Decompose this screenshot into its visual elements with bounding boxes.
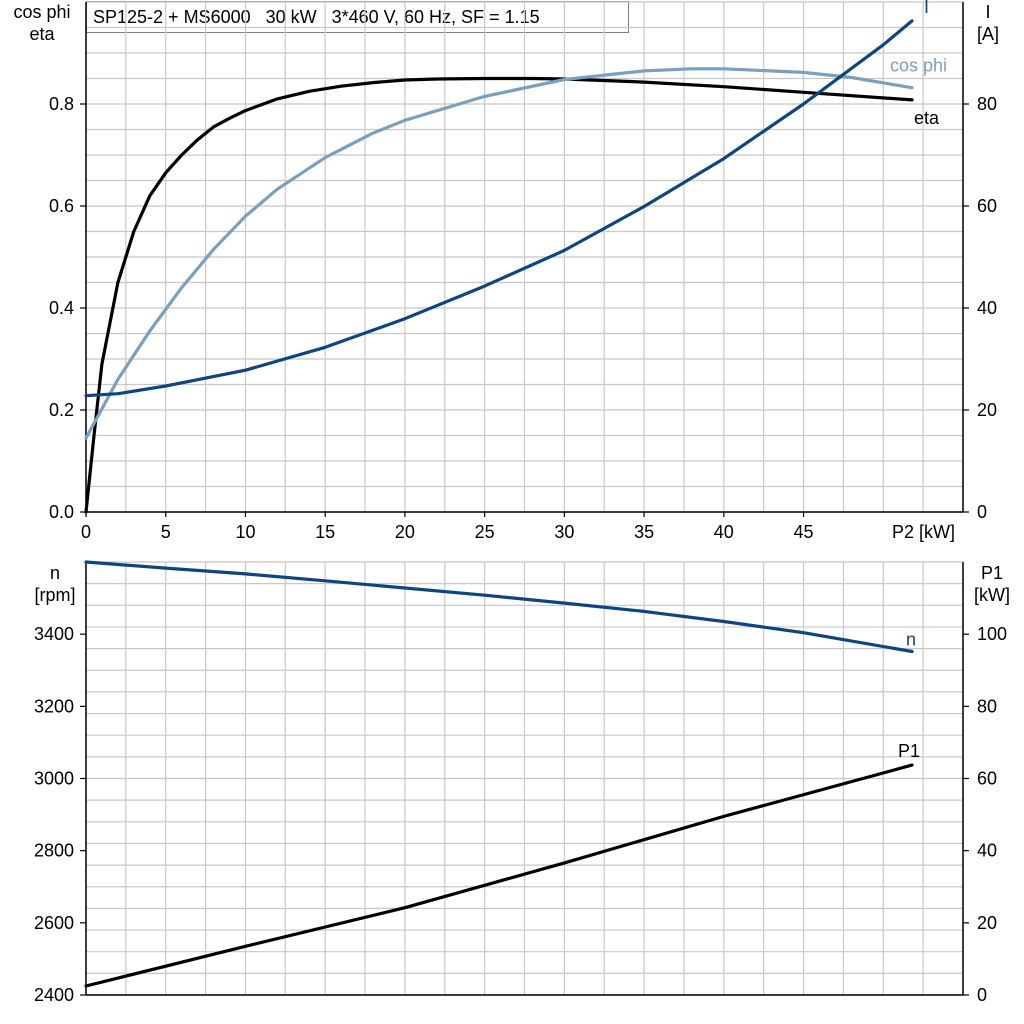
chart-title: SP125-2 + MS6000 30 kW 3*460 V, 60 Hz, S… <box>93 7 540 27</box>
left-axis-label: [rpm] <box>34 585 75 605</box>
x-tick-label: 15 <box>315 522 335 542</box>
right-tick-label: 20 <box>977 400 997 420</box>
x-tick-label: 40 <box>714 522 734 542</box>
left-tick-label: 0.0 <box>49 502 74 522</box>
left-axis-label: n <box>50 563 60 583</box>
right-tick-label: 40 <box>977 841 997 861</box>
x-tick-label: 20 <box>395 522 415 542</box>
series-label-eta: eta <box>914 108 940 128</box>
left-axis-label: cos phi <box>13 2 70 22</box>
series-line-p1 <box>84 763 914 988</box>
right-tick-label: 0 <box>977 985 987 1005</box>
right-tick-label: 20 <box>977 913 997 933</box>
series-line-eta <box>84 76 914 514</box>
right-axis-label: I <box>985 2 990 22</box>
x-tick-label: 35 <box>634 522 654 542</box>
left-tick-label: 3200 <box>34 696 74 716</box>
series-label-n: n <box>906 629 916 649</box>
left-tick-label: 2600 <box>34 913 74 933</box>
left-tick-label: 0.4 <box>49 298 74 318</box>
x-tick-label: 0 <box>81 522 91 542</box>
left-tick-label: 0.2 <box>49 400 74 420</box>
series-label-p1: P1 <box>898 741 920 761</box>
left-tick-label: 3000 <box>34 769 74 789</box>
right-axis-label: [kW] <box>974 585 1010 605</box>
left-tick-label: 2800 <box>34 841 74 861</box>
right-tick-label: 60 <box>977 769 997 789</box>
x-tick-label: 45 <box>794 522 814 542</box>
right-tick-label: 0 <box>977 502 987 522</box>
plot-1 <box>80 1 969 517</box>
series-line-n <box>84 560 914 654</box>
right-axis-label: [A] <box>977 24 999 44</box>
x-tick-label: 10 <box>235 522 255 542</box>
x-tick-label: 5 <box>161 522 171 542</box>
right-tick-label: 80 <box>977 696 997 716</box>
left-tick-label: 0.8 <box>49 94 74 114</box>
series-label-i: I <box>924 0 929 17</box>
x-axis-label: P2 [kW] <box>892 522 955 542</box>
x-tick-label: 30 <box>554 522 574 542</box>
x-tick-label: 25 <box>475 522 495 542</box>
left-axis-label: eta <box>29 24 55 44</box>
right-axis-label: P1 <box>981 563 1003 583</box>
right-tick-label: 80 <box>977 94 997 114</box>
left-tick-label: 2400 <box>34 985 74 1005</box>
series-line-i <box>84 19 914 398</box>
left-tick-label: 0.6 <box>49 196 74 216</box>
right-tick-label: 60 <box>977 196 997 216</box>
right-tick-label: 100 <box>977 624 1007 644</box>
right-tick-label: 40 <box>977 298 997 318</box>
series-label-cos-phi: cos phi <box>890 56 947 76</box>
series-line-cos-phi <box>84 67 914 440</box>
plot-2 <box>80 560 969 996</box>
left-tick-label: 3400 <box>34 624 74 644</box>
